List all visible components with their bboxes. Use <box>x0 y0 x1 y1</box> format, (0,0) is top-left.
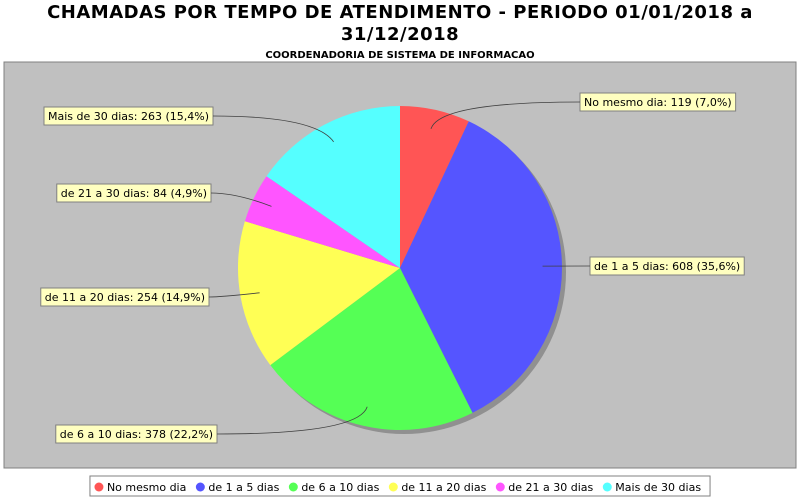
label-text: de 6 a 10 dias: 378 (22,2%) <box>60 428 213 441</box>
legend-marker <box>602 482 612 492</box>
legend-marker <box>288 482 298 492</box>
legend-marker <box>388 482 398 492</box>
label-text: de 21 a 30 dias: 84 (4,9%) <box>61 187 207 200</box>
chart-title: CHAMADAS POR TEMPO DE ATENDIMENTO - PERI… <box>47 2 753 45</box>
label-link <box>208 292 260 298</box>
pie-slice <box>270 268 473 430</box>
legend-marker <box>195 482 205 492</box>
legend-label: de 21 a 30 dias <box>508 481 593 494</box>
label-link <box>210 192 272 207</box>
label-link <box>430 101 581 129</box>
label-link <box>216 406 368 435</box>
label-text: No mesmo dia: 119 (7,0%) <box>584 96 732 109</box>
label-text: de 1 a 5 dias: 608 (35,6%) <box>594 260 740 273</box>
data-label: No mesmo dia: 119 (7,0%) <box>579 92 737 112</box>
label-link <box>212 115 334 143</box>
legend-box <box>89 475 711 497</box>
legend-label: de 11 a 20 dias <box>401 481 486 494</box>
data-label: Mais de 30 dias: 263 (15,4%) <box>43 106 214 126</box>
legend-marker <box>94 482 104 492</box>
legend-label: Mais de 30 dias <box>615 481 701 494</box>
data-label: de 6 a 10 dias: 378 (22,2%) <box>55 424 218 444</box>
legend-marker <box>495 482 505 492</box>
label-text: Mais de 30 dias: 263 (15,4%) <box>48 110 209 123</box>
pie-slice <box>244 176 400 268</box>
label-text: de 11 a 20 dias: 254 (14,9%) <box>45 291 205 304</box>
chart-subtitle: COORDENADORIA DE SISTEMA DE INFORMACAO <box>265 50 535 61</box>
pie-slice <box>400 106 469 268</box>
data-label: de 21 a 30 dias: 84 (4,9%) <box>56 183 212 203</box>
legend: No mesmo dia de 1 a 5 dias de 6 a 10 dias d… <box>89 475 711 497</box>
chart-title-box: CHAMADAS POR TEMPO DE ATENDIMENTO - PERI… <box>0 2 800 46</box>
data-label: de 1 a 5 dias: 608 (35,6%) <box>589 256 745 276</box>
pie-slice <box>266 106 400 268</box>
legend-label: de 6 a 10 dias <box>301 481 379 494</box>
data-label: de 11 a 20 dias: 254 (14,9%) <box>40 287 210 307</box>
pie-slice <box>237 221 400 366</box>
legend-label: de 1 a 5 dias <box>208 481 279 494</box>
pie-slice <box>400 121 563 413</box>
legend-label: No mesmo dia <box>107 481 186 494</box>
